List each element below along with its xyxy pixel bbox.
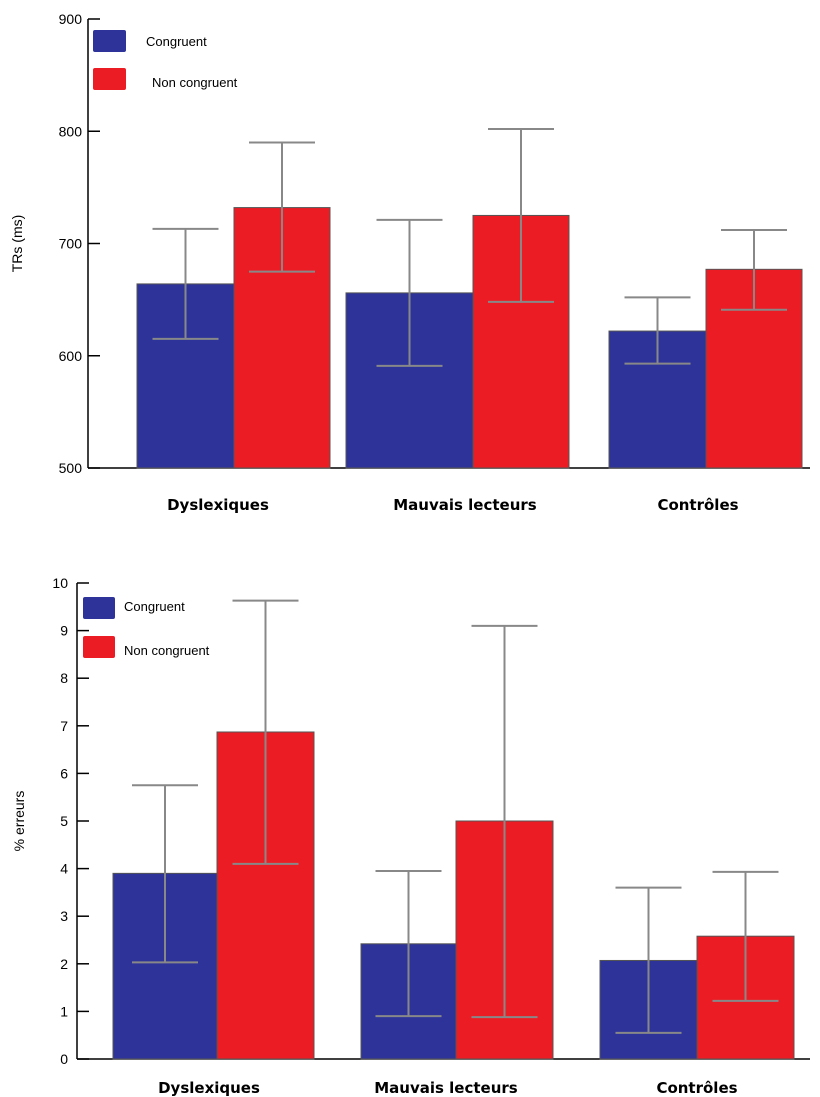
- y-tick-label: 2: [60, 956, 68, 972]
- y-tick-label: 9: [60, 623, 68, 639]
- y-tick-label: 5: [60, 813, 68, 829]
- y-tick-label: 6: [60, 765, 68, 781]
- x-category-label: Contrôles: [656, 1079, 737, 1097]
- legend-label: Non congruent: [152, 75, 238, 90]
- y-tick-label: 500: [59, 460, 83, 476]
- legend-label: Congruent: [146, 34, 207, 49]
- y-axis-label: TRs (ms): [9, 215, 25, 273]
- y-tick-label: 600: [59, 348, 83, 364]
- y-tick-label: 8: [60, 670, 68, 686]
- x-category-label: Mauvais lecteurs: [374, 1079, 518, 1097]
- x-category-label: Dyslexiques: [167, 496, 269, 514]
- legend-swatch-non-congruent: [93, 68, 126, 90]
- legend-label: Congruent: [124, 599, 185, 614]
- x-category-label: Dyslexiques: [158, 1079, 260, 1097]
- x-category-label: Contrôles: [657, 496, 738, 514]
- y-tick-label: 1: [60, 1003, 68, 1019]
- x-category-label: Mauvais lecteurs: [393, 496, 537, 514]
- y-tick-label: 900: [59, 11, 83, 27]
- legend-swatch-non-congruent: [83, 636, 115, 658]
- y-tick-label: 4: [60, 861, 68, 877]
- y-tick-label: 800: [59, 123, 83, 139]
- legend-label: Non congruent: [124, 643, 210, 658]
- legend-swatch-congruent: [93, 30, 126, 52]
- y-tick-label: 3: [60, 908, 68, 924]
- y-axis-label: % erreurs: [11, 791, 27, 852]
- y-tick-label: 7: [60, 718, 68, 734]
- legend-swatch-congruent: [83, 597, 115, 619]
- y-tick-label: 700: [59, 236, 83, 252]
- y-tick-label: 10: [52, 575, 68, 591]
- y-tick-label: 0: [60, 1051, 68, 1067]
